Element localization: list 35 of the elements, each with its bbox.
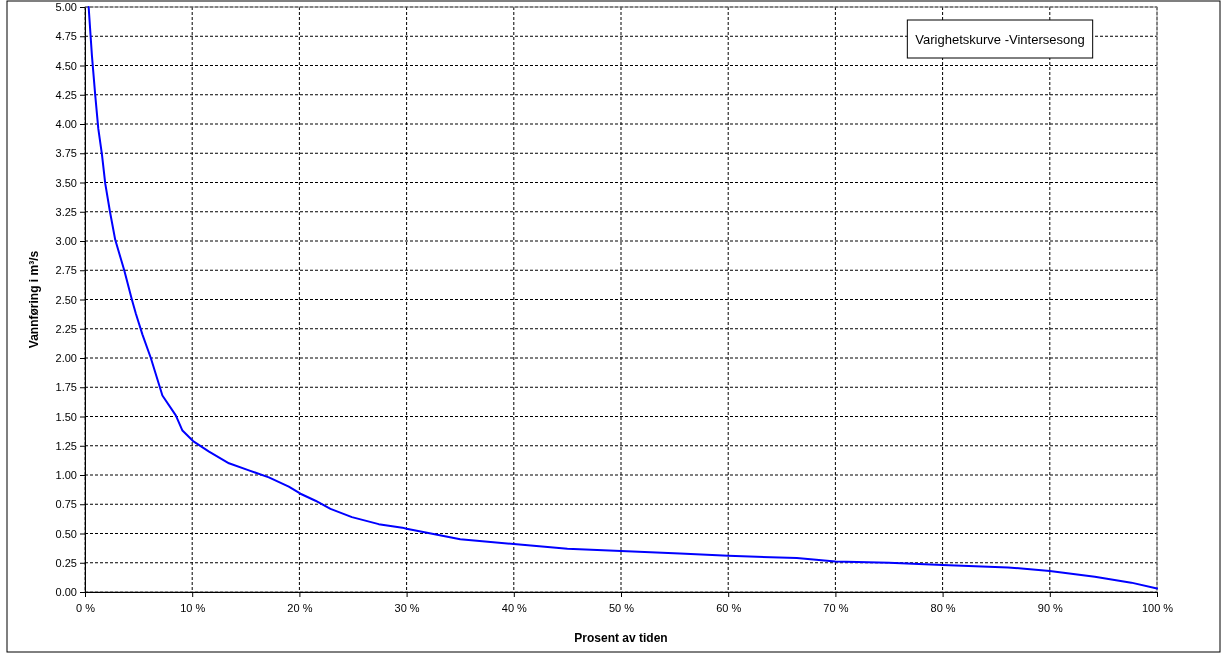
x-tick-label: 50 % — [608, 602, 635, 615]
y-tick-label: 4.25 — [55, 88, 77, 101]
x-tick-label: 10 % — [180, 602, 206, 615]
x-tick-label: 20 % — [287, 602, 313, 615]
x-axis-title: Prosent av tiden — [574, 631, 668, 645]
y-tick-label: 5.00 — [55, 1, 77, 14]
x-tick-label: 90 % — [1037, 602, 1064, 615]
y-tick-label: 2.25 — [55, 322, 77, 335]
y-tick-label: 2.75 — [55, 264, 77, 277]
y-tick-label: 4.50 — [55, 59, 77, 72]
y-tick-label: 3.25 — [55, 205, 77, 218]
x-tick-label: 100 % — [1141, 602, 1174, 615]
x-tick-label: 0 % — [76, 602, 96, 615]
y-tick-label: 1.75 — [55, 381, 77, 394]
y-tick-label: 1.50 — [55, 410, 77, 423]
y-tick-label: 0.00 — [55, 586, 77, 599]
x-tick-label: 80 % — [930, 602, 956, 615]
y-tick-label: 3.50 — [55, 176, 77, 189]
x-tick-label: 40 % — [501, 602, 528, 615]
y-tick-label: 1.00 — [55, 469, 77, 482]
y-tick-label: 0.25 — [55, 556, 77, 569]
y-tick-label: 2.50 — [55, 293, 77, 306]
y-tick-label: 4.75 — [55, 30, 77, 43]
y-tick-label: 3.00 — [55, 235, 77, 248]
y-tick-label: 1.25 — [55, 439, 77, 452]
y-tick-label: 3.75 — [55, 147, 77, 160]
y-tick-label: 4.00 — [55, 118, 77, 131]
x-tick-label: 30 % — [394, 602, 420, 615]
y-tick-label: 0.50 — [55, 527, 77, 540]
y-axis-title: Vannføring i m³/s — [27, 250, 41, 349]
text: Varighetskurve -Vintersesong — [915, 32, 1085, 47]
x-tick-label: 70 % — [823, 602, 849, 615]
x-tick-label: 60 % — [716, 602, 742, 615]
y-tick-label: 0.75 — [55, 498, 77, 511]
y-tick-label: 2.00 — [55, 352, 77, 365]
